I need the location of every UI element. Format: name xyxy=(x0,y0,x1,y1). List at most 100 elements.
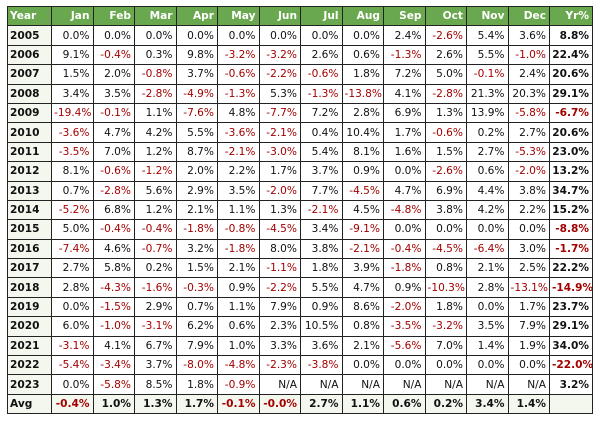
average-cell: 3.4% xyxy=(466,393,509,415)
monthly-return-cell: -3.6% xyxy=(51,122,94,143)
year-cell: 2006 xyxy=(7,44,52,66)
monthly-return-cell: -5.8% xyxy=(507,102,550,124)
year-cell: 2010 xyxy=(7,122,52,143)
monthly-return-cell: -1.3% xyxy=(217,83,260,104)
monthly-return-cell: 0.3% xyxy=(134,44,177,66)
table-row: 2016 -7.4% 4.6% -0.7% 3.2% -1.8% 8.0% 3.8% -2.1%… xyxy=(7,238,593,260)
monthly-return-cell: -2.0% xyxy=(507,161,550,182)
monthly-return-cell: 1.7% xyxy=(507,296,550,318)
table-row: 2020 6.0% -1.0% -3.1% 6.2% 0.6% 2.3% 10.5% 0.8% -… xyxy=(7,316,593,337)
monthly-return-cell: -3.5% xyxy=(383,316,426,337)
monthly-return-cell: -5.6% xyxy=(383,335,426,357)
monthly-return-cell: 0.7% xyxy=(51,180,94,201)
monthly-return-cell: 6.7% xyxy=(134,335,177,357)
monthly-return-cell: 4.2% xyxy=(134,122,177,143)
monthly-return-cell: 7.9% xyxy=(507,316,550,337)
monthly-return-cell: 4.5% xyxy=(341,199,384,221)
header-year: Year xyxy=(7,5,52,27)
monthly-return-cell: -7.6% xyxy=(175,102,218,124)
monthly-return-cell: 0.0% xyxy=(341,25,384,46)
year-cell: 2007 xyxy=(7,64,52,85)
monthly-return-cell: 0.6% xyxy=(217,316,260,337)
monthly-return-cell: 4.4% xyxy=(466,180,509,201)
yearly-return-cell: 3.2% xyxy=(549,374,593,395)
monthly-return-cell: 1.4% xyxy=(466,335,509,357)
monthly-return-cell: 5.3% xyxy=(258,83,301,104)
monthly-return-cell: 3.7% xyxy=(134,355,177,376)
monthly-return-cell: 4.7% xyxy=(92,122,135,143)
monthly-return-cell: -4.5% xyxy=(424,238,467,260)
monthly-return-cell: -1.2% xyxy=(134,161,177,182)
monthly-return-cell: -1.0% xyxy=(92,316,135,337)
yearly-return-cell: 13.2% xyxy=(549,161,593,182)
header-month: Sep xyxy=(383,5,426,27)
year-cell: 2008 xyxy=(7,83,52,104)
table-header: Year Jan Feb Mar Apr May Jun Jul Aug Sep Oct Nov Dec… xyxy=(7,5,593,27)
monthly-return-cell: 2.1% xyxy=(466,258,509,279)
monthly-return-cell: -3.0% xyxy=(258,141,301,163)
year-cell: 2019 xyxy=(7,296,52,318)
table-row: 2011 -3.5% 7.0% 1.2% 8.7% -2.1% -3.0% 5.4% 8.1% 1… xyxy=(7,141,593,163)
monthly-return-cell: -1.8% xyxy=(175,219,218,240)
monthly-return-cell: 2.1% xyxy=(175,199,218,221)
yearly-return-cell: 23.7% xyxy=(549,296,593,318)
monthly-return-cell: -2.8% xyxy=(134,83,177,104)
monthly-return-cell: 6.9% xyxy=(424,180,467,201)
monthly-return-cell: -9.1% xyxy=(341,219,384,240)
monthly-return-cell: -0.3% xyxy=(175,277,218,298)
monthly-return-cell: 0.0% xyxy=(507,355,550,376)
monthly-return-cell: N/A xyxy=(258,374,301,395)
yearly-return-cell: 22.4% xyxy=(549,44,593,66)
year-cell: 2023 xyxy=(7,374,52,395)
monthly-return-cell: -0.8% xyxy=(134,64,177,85)
header-month: Mar xyxy=(134,5,177,27)
monthly-return-cell: N/A xyxy=(424,374,467,395)
monthly-return-cell: -2.3% xyxy=(258,355,301,376)
monthly-return-cell: -3.2% xyxy=(258,44,301,66)
monthly-return-cell: 0.0% xyxy=(383,219,426,240)
monthly-return-cell: 3.8% xyxy=(507,180,550,201)
monthly-return-cell: 4.8% xyxy=(217,102,260,124)
monthly-return-cell: 2.3% xyxy=(258,316,301,337)
monthly-return-cell: -0.6% xyxy=(217,64,260,85)
monthly-return-cell: 3.0% xyxy=(507,238,550,260)
monthly-return-cell: -2.8% xyxy=(92,180,135,201)
monthly-return-cell: 6.9% xyxy=(383,102,426,124)
header-month: Jun xyxy=(258,5,301,27)
monthly-return-cell: -3.6% xyxy=(217,122,260,143)
monthly-return-cell: -3.1% xyxy=(134,316,177,337)
yearly-return-cell: 29.1% xyxy=(549,83,593,104)
monthly-return-cell: -2.1% xyxy=(341,238,384,260)
year-cell: 2018 xyxy=(7,277,52,298)
average-cell: -0.1% xyxy=(217,393,260,415)
monthly-return-cell: 8.1% xyxy=(51,161,94,182)
monthly-return-cell: 3.6% xyxy=(507,25,550,46)
table-row: 2019 0.0% -1.5% 2.9% 0.7% 1.1% 7.9% 0.9% 8.6% -2.… xyxy=(7,296,593,318)
monthly-return-cell: 0.6% xyxy=(466,161,509,182)
average-cell: 2.7% xyxy=(300,393,343,415)
monthly-return-cell: 0.0% xyxy=(424,219,467,240)
monthly-return-cell: 0.0% xyxy=(507,219,550,240)
monthly-return-cell: 2.6% xyxy=(424,44,467,66)
monthly-return-cell: 1.7% xyxy=(258,161,301,182)
yearly-return-cell: -1.7% xyxy=(549,238,593,260)
monthly-return-cell: 1.8% xyxy=(424,296,467,318)
yearly-return-cell: 34.7% xyxy=(549,180,593,201)
monthly-return-cell: 1.3% xyxy=(424,102,467,124)
yearly-return-cell: 23.0% xyxy=(549,141,593,163)
monthly-return-cell: -0.1% xyxy=(466,64,509,85)
monthly-return-cell: 0.8% xyxy=(341,316,384,337)
monthly-return-cell: 4.6% xyxy=(92,238,135,260)
header-yearly-total: Yr% xyxy=(549,5,593,27)
monthly-return-cell: 0.0% xyxy=(424,355,467,376)
header-row: Year Jan Feb Mar Apr May Jun Jul Aug Sep Oct Nov Dec… xyxy=(7,5,593,27)
monthly-return-cell: 1.8% xyxy=(300,258,343,279)
monthly-return-cell: 3.3% xyxy=(258,335,301,357)
monthly-return-cell: 0.0% xyxy=(383,161,426,182)
monthly-return-cell: 4.2% xyxy=(466,199,509,221)
monthly-return-cell: 0.0% xyxy=(466,355,509,376)
monthly-return-cell: 2.9% xyxy=(175,180,218,201)
monthly-return-cell: 3.4% xyxy=(300,219,343,240)
monthly-return-cell: -2.2% xyxy=(258,64,301,85)
monthly-return-cell: 4.1% xyxy=(92,335,135,357)
